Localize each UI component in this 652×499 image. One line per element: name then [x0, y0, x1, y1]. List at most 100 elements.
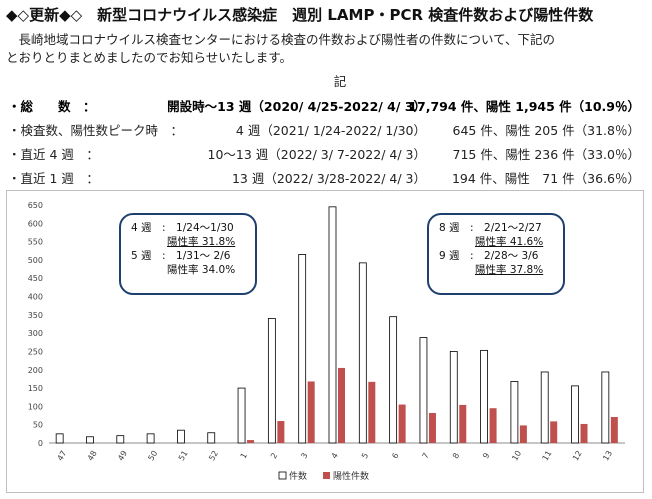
summary-label: ・直近 4 週 ： — [8, 147, 99, 162]
ki-heading: 記 — [333, 74, 347, 89]
bar-tests — [449, 351, 458, 444]
y-tick-label: 600 — [28, 219, 43, 228]
bar-tests — [177, 429, 185, 444]
x-tick-label: 52 — [207, 449, 220, 462]
summary-period: 4 週（2021/ 1/24-2022/ 1/30） — [235, 123, 426, 138]
bar-tests — [419, 337, 428, 444]
summary-counts: 194 件、陽性 71 件（36.6％） — [451, 171, 640, 186]
bar-tests — [267, 318, 276, 444]
bar-tests — [86, 436, 94, 444]
callout-rate: 陽性率 31.8% — [167, 236, 236, 248]
callout-weeks-4-5: 4 週 : 1/24～1/30 陽性率 31.8% 5 週 : 1/31～ 2/… — [119, 213, 257, 295]
bar-positive — [398, 404, 406, 443]
callout-line: 5 週 : 1/31～ 2/6 — [131, 250, 231, 262]
bar-positive — [368, 381, 376, 443]
callout-rate: 陽性率 34.0% — [167, 264, 236, 276]
summary-label: ・総 数 ： — [8, 99, 96, 114]
y-tick-label: 50 — [33, 421, 43, 430]
bar-tests — [601, 371, 610, 444]
y-tick-label: 550 — [28, 238, 43, 247]
legend-label-positive: 陽性件数 — [333, 470, 369, 482]
bar-tests — [571, 385, 579, 444]
bar-tests — [146, 433, 155, 444]
bar-positive — [307, 381, 315, 443]
x-tick-label: 13 — [601, 449, 614, 462]
summary-counts: 715 件、陽性 236 件（33.0％） — [452, 147, 640, 162]
summary-counts: 645 件、陽性 205 件（31.8％） — [452, 123, 640, 138]
bar-tests — [480, 349, 488, 444]
summary-list: ・総 数 ： 開設時～13 週（2020/ 4/25-2022/ 4/ 3） 1… — [6, 96, 646, 192]
weekly-bar-chart: 0501001502002503003504004505005506006504… — [28, 201, 625, 482]
bar-tests — [298, 254, 307, 444]
y-tick-label: 200 — [28, 366, 43, 375]
chart-frame: 0 50 100 150 200 250 300 350 400 450 500 550 600 650 4… — [6, 190, 644, 493]
bar-tests — [237, 387, 246, 444]
legend-swatch-tests — [278, 471, 287, 480]
bar-tests — [116, 435, 125, 444]
x-tick-label: 49 — [116, 449, 129, 462]
callout-line: 8 週 : 2/21～2/27 — [439, 222, 542, 234]
bar-tests — [55, 433, 64, 444]
x-tick-label: 50 — [146, 449, 159, 462]
y-tick-label: 100 — [28, 402, 43, 411]
x-tick-label: 48 — [86, 449, 99, 462]
callout-rate: 陽性率 41.6% — [475, 236, 544, 248]
x-tick-label: 51 — [177, 449, 190, 462]
summary-row-total: ・総 数 ： 開設時～13 週（2020/ 4/25-2022/ 4/ 3） 1… — [6, 96, 646, 120]
y-tick-label: 250 — [28, 347, 43, 356]
bar-positive — [580, 423, 588, 443]
legend-label-tests: 件数 — [289, 470, 307, 482]
callout-rate: 陽性率 37.8% — [475, 264, 544, 276]
x-tick-label: 2 — [269, 451, 279, 460]
summary-period: 開設時～13 週（2020/ 4/25-2022/ 4/ 3） — [167, 99, 426, 114]
intro-line-2: とおりとりまとめましたのでお知らせいたします。 — [6, 50, 293, 65]
summary-period: 10～13 週（2022/ 3/ 7-2022/ 4/ 3） — [207, 147, 426, 162]
y-tick-label: 650 — [28, 201, 43, 210]
x-tick-label: 12 — [571, 449, 584, 462]
x-tick-label: 3 — [299, 451, 309, 460]
page-title: ◆◇更新◆◇ 新型コロナウイルス感染症 週別 LAMP・PCR 検査件数および陽… — [6, 6, 594, 24]
bar-positive — [610, 417, 618, 443]
bar-positive — [459, 404, 467, 443]
summary-label: ・直近 1 週 ： — [8, 171, 99, 186]
x-tick-label: 4 — [330, 451, 340, 460]
callout-line: 9 週 : 2/28～ 3/6 — [439, 250, 539, 262]
x-tick-label: 6 — [390, 451, 400, 460]
bar-positive — [489, 408, 497, 443]
bar-tests — [540, 371, 549, 444]
summary-row-peak: ・検査数、陽性数ピーク時 ： 4 週（2021/ 1/24-2022/ 1/30… — [6, 120, 646, 144]
bar-tests — [207, 432, 216, 444]
x-tick-label: 47 — [56, 449, 69, 462]
x-tick-label: 10 — [510, 449, 523, 462]
bar-tests — [328, 206, 337, 444]
y-tick-label: 0 — [38, 439, 43, 448]
summary-row-last1: ・直近 1 週 ： 13 週（2022/ 3/28-2022/ 4/ 3） 19… — [6, 168, 646, 192]
bar-tests — [358, 262, 367, 444]
bar-positive — [428, 412, 436, 443]
bar-tests — [389, 316, 398, 444]
bar-positive — [338, 367, 345, 443]
x-tick-label: 11 — [541, 449, 554, 462]
bar-positive — [550, 421, 558, 443]
bar-positive — [519, 425, 527, 443]
intro-text: 長崎地域コロナウイルス検査センターにおける検査の件数および陽性者の件数について、… — [6, 31, 646, 67]
callout-weeks-8-9: 8 週 : 2/21～2/27 陽性率 41.6% 9 週 : 2/28～ 3/… — [427, 213, 565, 295]
y-tick-label: 350 — [28, 311, 43, 320]
y-tick-label: 400 — [28, 293, 43, 302]
callout-line: 4 週 : 1/24～1/30 — [131, 222, 234, 234]
y-tick-label: 500 — [28, 256, 43, 265]
y-tick-label: 450 — [28, 274, 43, 283]
bar-positive — [277, 421, 285, 443]
intro-line-1: 長崎地域コロナウイルス検査センターにおける検査の件数および陽性者の件数について、… — [6, 32, 556, 47]
x-tick-label: 5 — [360, 451, 370, 460]
y-tick-label: 150 — [28, 384, 43, 393]
bar-tests — [510, 381, 519, 444]
summary-row-last4: ・直近 4 週 ： 10～13 週（2022/ 3/ 7-2022/ 4/ 3）… — [6, 144, 646, 168]
x-tick-label: 1 — [239, 451, 249, 460]
y-tick-label: 300 — [28, 329, 43, 338]
x-tick-label: 8 — [451, 451, 461, 460]
legend-swatch-positive — [323, 472, 330, 479]
summary-label: ・検査数、陽性数ピーク時 ： — [8, 123, 184, 138]
bar-positive — [247, 440, 255, 443]
summary-counts: 17,794 件、陽性 1,945 件（10.9％） — [408, 99, 640, 114]
